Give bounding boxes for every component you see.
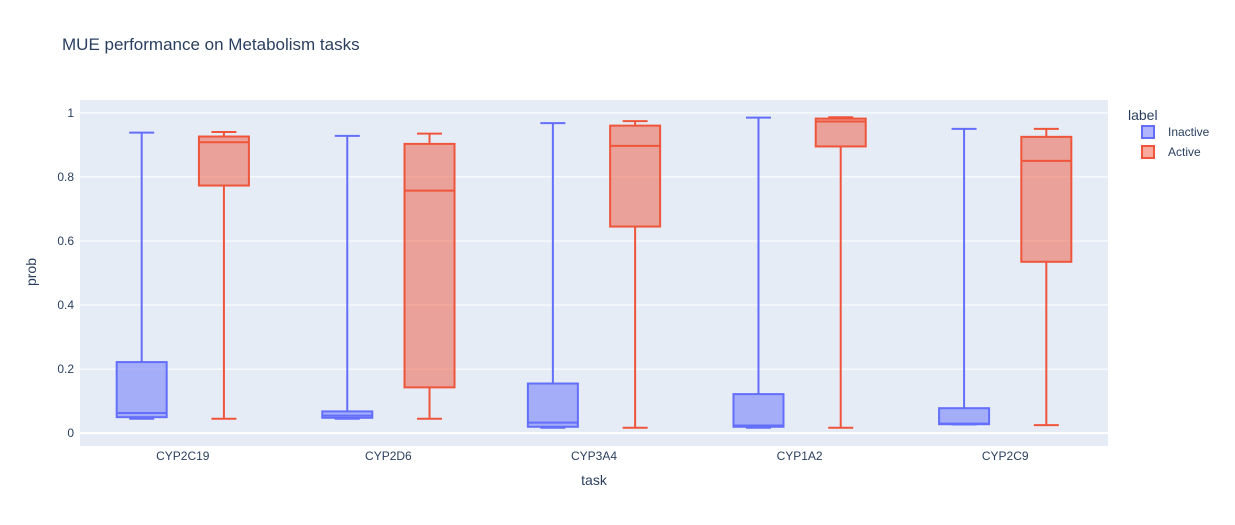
iqr-box — [526, 382, 579, 428]
legend: label Inactive Active — [1128, 107, 1210, 159]
plot-area — [80, 100, 1108, 446]
x-axis-title: task — [581, 472, 608, 488]
y-tick-label: 0.4 — [57, 298, 74, 312]
iqr-box — [403, 142, 456, 389]
x-tick-label: CYP2D6 — [365, 449, 412, 463]
x-tick-label: CYP2C19 — [156, 449, 210, 463]
box-active-cyp1a2 — [814, 116, 867, 429]
box-inactive-cyp2d6 — [321, 134, 374, 420]
legend-swatch — [1141, 145, 1155, 159]
box-active-cyp2c19 — [197, 131, 250, 420]
legend-title: label — [1128, 107, 1158, 123]
gridlines — [80, 112, 1108, 435]
iqr-box — [814, 117, 867, 148]
chart-title: MUE performance on Metabolism tasks — [62, 35, 360, 54]
box-traces — [115, 116, 1073, 429]
x-tick-label: CYP2C9 — [982, 449, 1029, 463]
y-tick-label: 0.8 — [57, 170, 74, 184]
legend-label: Inactive — [1168, 125, 1210, 139]
iqr-box — [1020, 135, 1073, 263]
y-tick-label: 0 — [67, 426, 74, 440]
x-tick-label: CYP3A4 — [571, 449, 617, 463]
iqr-box — [115, 361, 168, 419]
box-active-cyp3a4 — [609, 120, 662, 429]
legend-label: Active — [1168, 145, 1201, 159]
box-inactive-cyp2c9 — [938, 127, 991, 426]
y-axis-ticks: 0 0.2 0.4 0.6 0.8 1 — [57, 106, 74, 440]
box-active-cyp2d6 — [403, 132, 456, 420]
x-axis-ticks: CYP2C19 CYP2D6 CYP3A4 CYP1A2 CYP2C9 — [156, 449, 1029, 463]
box-inactive-cyp2c19 — [115, 131, 168, 420]
legend-item-active[interactable]: Active — [1141, 145, 1201, 159]
legend-swatch — [1141, 125, 1155, 139]
box-active-cyp2c9 — [1020, 127, 1073, 427]
y-tick-label: 0.6 — [57, 234, 74, 248]
legend-item-inactive[interactable]: Inactive — [1141, 125, 1210, 139]
iqr-box — [938, 407, 991, 426]
y-tick-label: 1 — [67, 106, 74, 120]
y-tick-label: 0.2 — [57, 362, 74, 376]
iqr-box — [197, 135, 250, 187]
iqr-box — [732, 393, 785, 428]
y-axis-title: prob — [23, 258, 39, 286]
x-tick-label: CYP1A2 — [777, 449, 823, 463]
box-inactive-cyp1a2 — [732, 116, 785, 429]
box-inactive-cyp3a4 — [526, 122, 579, 429]
iqr-box — [609, 124, 662, 228]
